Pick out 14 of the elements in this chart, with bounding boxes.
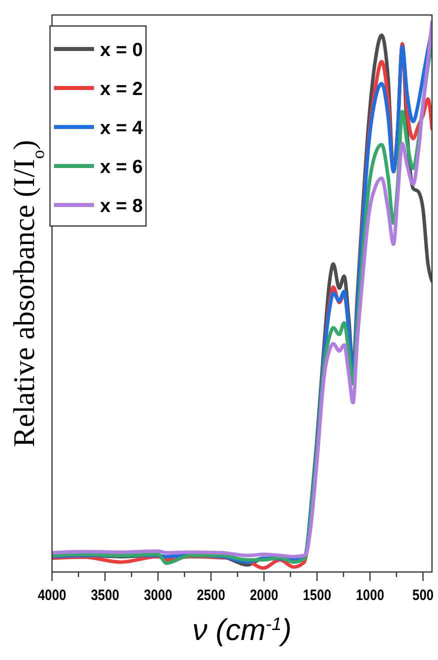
legend-label: x = 2 — [100, 79, 143, 100]
x-tick-label: 500 — [412, 586, 434, 604]
x-tick-label: 3500 — [90, 586, 120, 604]
x-tick-label: 1000 — [356, 586, 384, 604]
legend-label: x = 4 — [100, 118, 144, 139]
x-tick-label: 2000 — [250, 586, 278, 604]
x-tick-label: 1500 — [302, 586, 332, 604]
legend-label: x = 8 — [100, 196, 143, 217]
x-axis-title: ν (cm$^{-1}$) — [192, 614, 292, 647]
x-tick-label: 2500 — [196, 586, 226, 604]
x-tick-label: 4000 — [38, 586, 66, 604]
legend-label: x = 6 — [100, 157, 143, 178]
legend-label: x = 0 — [100, 40, 143, 61]
x-tick-label: 3000 — [144, 586, 172, 604]
